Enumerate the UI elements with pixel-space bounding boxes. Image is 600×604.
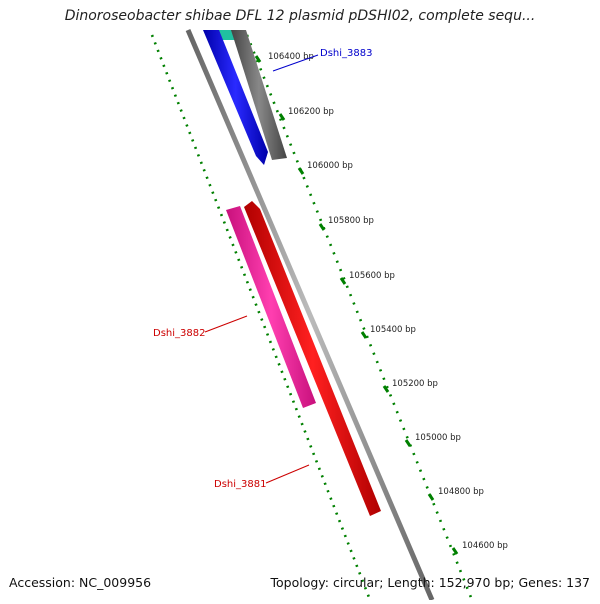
gene-dshi-3882-bar — [226, 206, 316, 408]
accession-label: Accession: NC_009956 — [9, 575, 152, 590]
gc-track-left — [150, 34, 372, 601]
scale-tick-106400: 106400 bp — [268, 52, 314, 62]
scale-tick-105600: 105600 bp — [349, 271, 395, 281]
scale-tick-106000: 106000 bp — [307, 161, 353, 171]
gene-grey-bar — [231, 30, 287, 160]
scale-tick-105400: 105400 bp — [370, 325, 416, 335]
leader-dshi-3882 — [204, 315, 248, 333]
topology-summary: Topology: circular; Length: 152,970 bp; … — [270, 575, 591, 590]
scale-tick-105800: 105800 bp — [328, 216, 374, 226]
scale-tick-104600: 104600 bp — [462, 541, 508, 551]
map-title: Dinoroseobacter shibae DFL 12 plasmid pD… — [64, 8, 536, 24]
gene-label-dshi-3883[interactable]: Dshi_3883 — [320, 48, 372, 59]
gene-dshi-3883-bar — [203, 30, 268, 165]
gene-dshi-3881-bar — [244, 201, 381, 516]
scale-tick-106200: 106200 bp — [288, 107, 334, 117]
leader-dshi-3881 — [265, 464, 310, 484]
scale-tick-105200: 105200 bp — [392, 379, 438, 389]
gene-label-dshi-3882[interactable]: Dshi_3882 — [153, 328, 205, 339]
leader-dshi-3883 — [272, 54, 319, 72]
scale-tick-104800: 104800 bp — [438, 487, 484, 497]
scale-tick-marks — [254, 55, 459, 555]
scale-tick-105000: 105000 bp — [415, 433, 461, 443]
plasmid-backbone — [185, 29, 435, 601]
gene-label-dshi-3881[interactable]: Dshi_3881 — [214, 479, 266, 490]
